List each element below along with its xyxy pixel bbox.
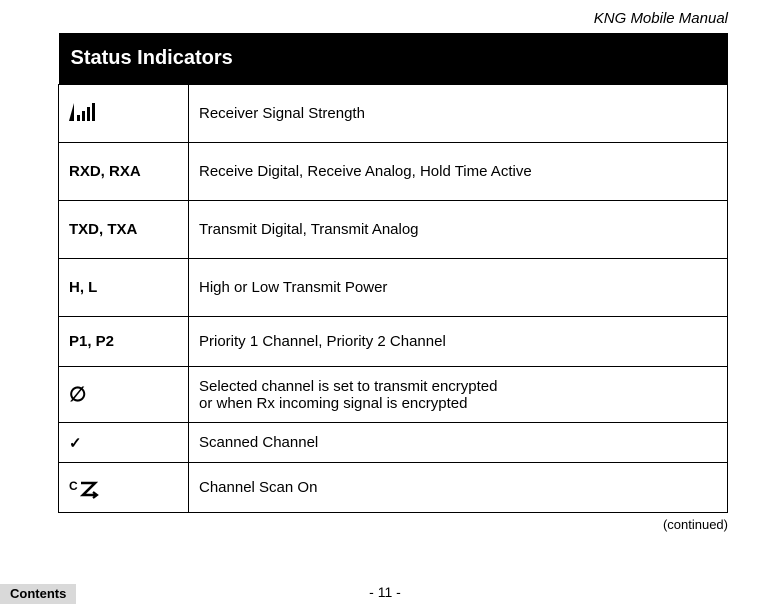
status-indicators-section: Status Indicators Receiver Signal Streng… — [0, 33, 770, 513]
continued-label: (continued) — [0, 513, 770, 532]
table-row: TXD, TXATransmit Digital, Transmit Analo… — [59, 201, 728, 259]
description-cell: Transmit Digital, Transmit Analog — [189, 201, 728, 259]
indicator-cell: TXD, TXA — [59, 201, 189, 259]
description-cell: Channel Scan On — [189, 463, 728, 513]
indicator-cell: RXD, RXA — [59, 143, 189, 201]
encrypted-icon: ∅ — [69, 384, 86, 406]
table-row: ✓ Scanned Channel — [59, 423, 728, 463]
indicator-cell — [59, 85, 189, 143]
table-row: P1, P2Priority 1 Channel, Priority 2 Cha… — [59, 317, 728, 367]
table-row: Receiver Signal Strength — [59, 85, 728, 143]
indicator-cell: H, L — [59, 259, 189, 317]
description-cell: Selected channel is set to transmit encr… — [189, 367, 728, 423]
document-header: KNG Mobile Manual — [0, 0, 770, 33]
table-row: C Channel Scan On — [59, 463, 728, 513]
description-cell: Priority 1 Channel, Priority 2 Channel — [189, 317, 728, 367]
indicator-cell: ∅ — [59, 367, 189, 423]
description-cell: Receiver Signal Strength — [189, 85, 728, 143]
status-indicators-table: Status Indicators Receiver Signal Streng… — [58, 33, 728, 513]
description-cell: High or Low Transmit Power — [189, 259, 728, 317]
description-cell: Scanned Channel — [189, 423, 728, 463]
channel-scan-icon: C — [69, 479, 99, 499]
page-number: - 11 - — [0, 584, 770, 600]
table-row: H, LHigh or Low Transmit Power — [59, 259, 728, 317]
signal-strength-icon — [69, 103, 95, 121]
indicator-cell: ✓ — [59, 423, 189, 463]
indicator-cell: C — [59, 463, 189, 513]
table-row: RXD, RXAReceive Digital, Receive Analog,… — [59, 143, 728, 201]
contents-tab[interactable]: Contents — [0, 584, 76, 604]
table-title: Status Indicators — [59, 33, 728, 85]
check-icon: ✓ — [69, 435, 82, 452]
table-row: ∅ Selected channel is set to transmit enc… — [59, 367, 728, 423]
indicator-cell: P1, P2 — [59, 317, 189, 367]
description-cell: Receive Digital, Receive Analog, Hold Ti… — [189, 143, 728, 201]
